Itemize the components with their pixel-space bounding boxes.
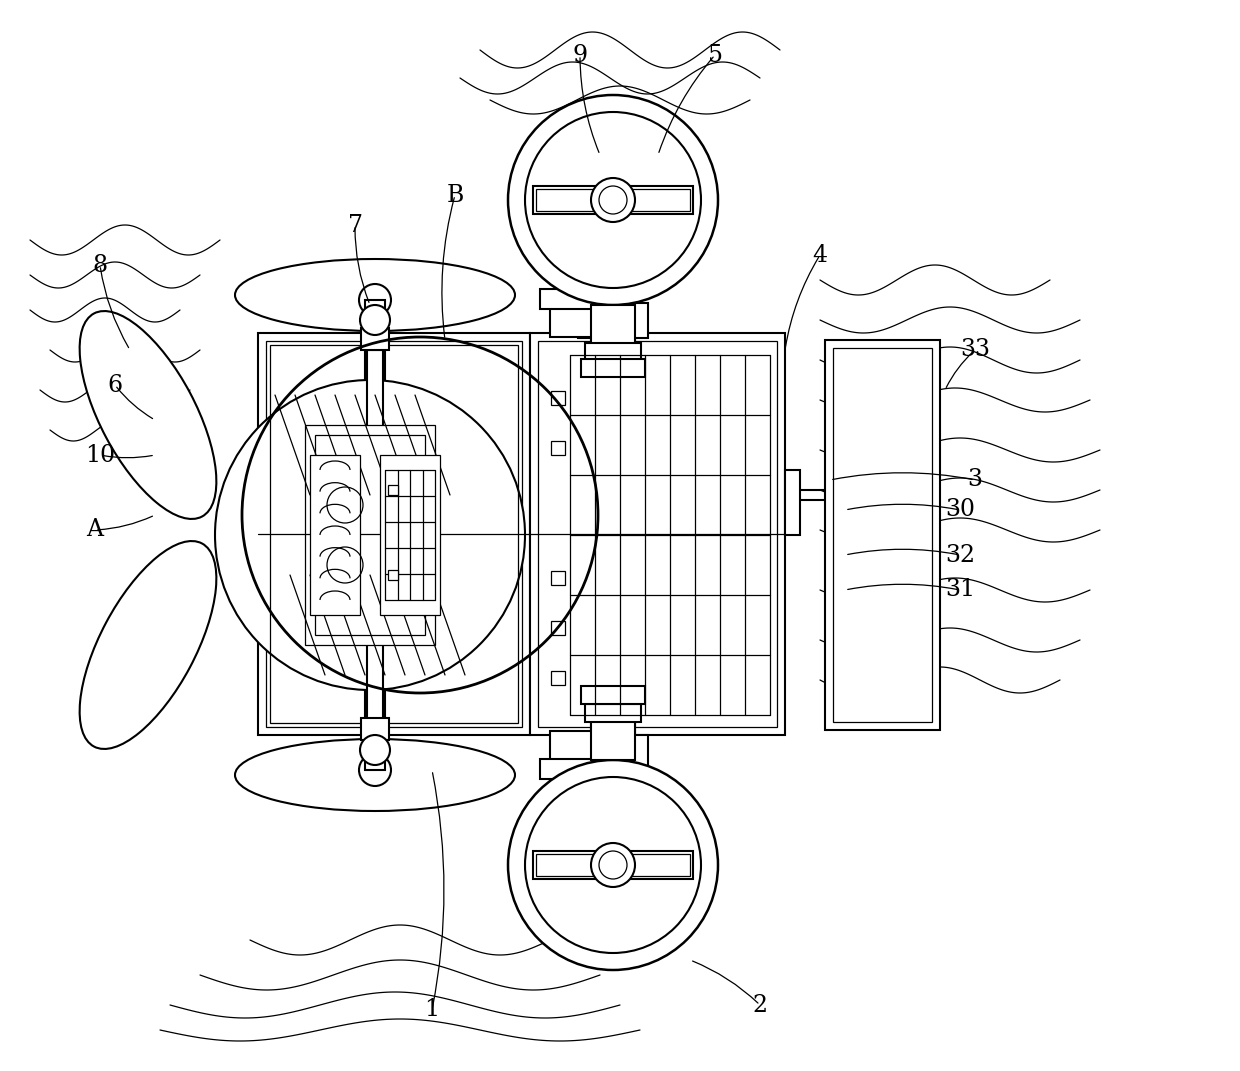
- Bar: [315, 435, 425, 635]
- Bar: [388, 570, 398, 580]
- Bar: [551, 571, 565, 585]
- Bar: [551, 731, 605, 763]
- Bar: [310, 455, 360, 615]
- Bar: [578, 303, 649, 338]
- Bar: [305, 425, 435, 645]
- Bar: [538, 341, 777, 727]
- Bar: [539, 289, 615, 310]
- Circle shape: [525, 776, 701, 953]
- Text: B: B: [446, 183, 464, 207]
- Circle shape: [360, 735, 391, 765]
- Ellipse shape: [79, 541, 216, 749]
- Ellipse shape: [236, 739, 515, 811]
- Bar: [365, 720, 384, 770]
- Text: 5: 5: [708, 44, 723, 66]
- Bar: [825, 340, 940, 730]
- Bar: [833, 348, 932, 722]
- Bar: [533, 851, 693, 879]
- Bar: [367, 340, 383, 555]
- Bar: [379, 455, 440, 615]
- Bar: [360, 531, 391, 543]
- Text: 33: 33: [960, 338, 990, 362]
- Circle shape: [525, 112, 701, 288]
- Bar: [360, 527, 391, 539]
- Circle shape: [591, 843, 635, 887]
- Text: 1: 1: [424, 998, 439, 1022]
- Bar: [536, 854, 689, 876]
- Bar: [388, 485, 398, 495]
- Bar: [582, 359, 645, 377]
- Bar: [551, 441, 565, 455]
- Bar: [578, 735, 649, 770]
- Text: 10: 10: [84, 443, 115, 467]
- Text: 6: 6: [108, 374, 123, 396]
- Bar: [365, 300, 384, 350]
- Circle shape: [591, 178, 635, 222]
- Circle shape: [508, 95, 718, 305]
- Bar: [529, 333, 785, 735]
- Circle shape: [599, 186, 627, 214]
- Bar: [361, 718, 389, 740]
- Bar: [551, 672, 565, 685]
- Text: 32: 32: [945, 543, 975, 567]
- Bar: [582, 687, 645, 704]
- Bar: [785, 470, 800, 536]
- Bar: [365, 540, 384, 775]
- Bar: [361, 328, 389, 350]
- Bar: [585, 343, 641, 361]
- Circle shape: [508, 760, 718, 970]
- Text: 7: 7: [347, 213, 362, 237]
- Bar: [551, 621, 565, 635]
- Bar: [551, 305, 605, 337]
- Text: 8: 8: [93, 254, 108, 276]
- Circle shape: [360, 305, 391, 335]
- Circle shape: [215, 380, 525, 690]
- Bar: [258, 333, 529, 735]
- Ellipse shape: [79, 311, 216, 519]
- Text: 30: 30: [945, 498, 975, 522]
- Circle shape: [360, 284, 391, 316]
- Text: 31: 31: [945, 578, 975, 602]
- Circle shape: [599, 851, 627, 879]
- Bar: [365, 295, 384, 530]
- Bar: [539, 759, 615, 779]
- Bar: [267, 341, 522, 727]
- Text: A: A: [87, 518, 103, 542]
- Text: 2: 2: [753, 994, 768, 1016]
- Bar: [533, 186, 693, 214]
- Bar: [536, 188, 689, 211]
- Text: 4: 4: [812, 243, 827, 267]
- Bar: [367, 515, 383, 730]
- Text: 3: 3: [967, 468, 982, 492]
- Text: 9: 9: [573, 44, 588, 66]
- Ellipse shape: [236, 259, 515, 331]
- Bar: [591, 720, 635, 760]
- Bar: [270, 345, 518, 723]
- Bar: [551, 391, 565, 405]
- Circle shape: [360, 754, 391, 786]
- Bar: [591, 305, 635, 345]
- Bar: [585, 704, 641, 722]
